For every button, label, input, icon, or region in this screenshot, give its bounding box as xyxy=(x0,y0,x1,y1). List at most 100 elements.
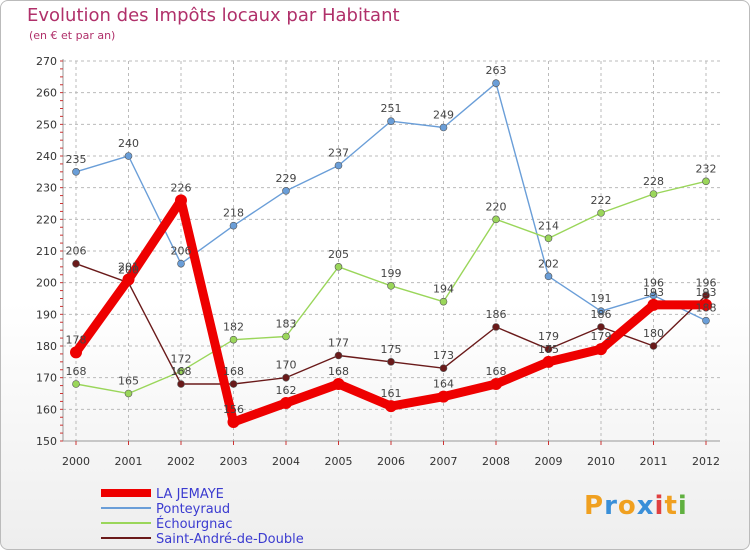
data-label-3: 173 xyxy=(433,349,454,362)
data-label-0: 162 xyxy=(276,384,297,397)
legend: LA JEMAYEPonteyraudÉchourgnacSaint-André… xyxy=(101,487,304,547)
data-label-1: 188 xyxy=(696,302,717,315)
data-point-1 xyxy=(282,187,290,195)
data-label-2: 172 xyxy=(171,352,192,365)
data-point-1 xyxy=(334,161,343,170)
data-label-2: 232 xyxy=(696,162,717,175)
data-label-0: 156 xyxy=(223,403,244,416)
data-point-0 xyxy=(595,343,607,356)
y-tick-label: 180 xyxy=(36,340,57,353)
data-label-2: 228 xyxy=(643,175,664,188)
data-label-2: 222 xyxy=(591,194,612,207)
data-label-1: 263 xyxy=(486,64,507,77)
data-label-1: 235 xyxy=(66,153,87,166)
x-tick-label: 2006 xyxy=(377,455,405,468)
chart-subtitle: (en € et par an) xyxy=(29,29,116,42)
y-tick-label: 230 xyxy=(36,182,57,195)
data-point-3 xyxy=(649,342,658,350)
data-point-3 xyxy=(492,323,500,331)
data-label-3: 186 xyxy=(591,308,612,321)
series-layer xyxy=(70,79,712,428)
data-label-1: 196 xyxy=(643,276,664,289)
data-point-2 xyxy=(229,335,238,344)
data-point-3 xyxy=(177,380,185,388)
data-label-0: 179 xyxy=(591,330,612,343)
data-point-3 xyxy=(597,323,605,331)
data-label-3: 177 xyxy=(328,337,349,350)
data-point-0 xyxy=(647,298,660,311)
data-label-3: 175 xyxy=(381,343,402,356)
data-label-2: 220 xyxy=(486,200,507,213)
y-tick-label: 270 xyxy=(36,55,57,68)
data-point-3 xyxy=(544,345,553,353)
data-label-2: 199 xyxy=(381,267,402,280)
data-point-0 xyxy=(227,416,240,428)
y-tick-label: 260 xyxy=(36,87,57,100)
x-tick-label: 2002 xyxy=(167,455,195,468)
x-tick-label: 2005 xyxy=(325,455,353,468)
y-tick-label: 250 xyxy=(36,118,57,131)
y-tick-label: 210 xyxy=(36,245,57,258)
data-point-3 xyxy=(334,351,343,360)
proxiti-logo: Proxiti xyxy=(584,491,688,521)
data-point-1 xyxy=(597,307,605,315)
data-point-1 xyxy=(702,316,710,325)
data-point-2 xyxy=(597,209,605,217)
axis-layer: 150 160 170 180 190 200 210 220 230 240 250 260 270 2… xyxy=(36,55,720,468)
data-label-0: 164 xyxy=(433,378,454,391)
data-point-3 xyxy=(282,373,290,382)
data-label-2: 214 xyxy=(538,219,559,232)
data-point-1 xyxy=(492,79,500,87)
data-point-0 xyxy=(437,390,450,403)
data-label-1: 229 xyxy=(276,172,297,185)
x-tick-label: 2001 xyxy=(115,455,143,468)
data-label-0: 168 xyxy=(486,365,507,378)
data-label-0: 226 xyxy=(171,181,192,194)
data-point-2 xyxy=(649,190,658,198)
data-point-1 xyxy=(229,221,238,230)
data-label-3: 168 xyxy=(171,365,192,378)
x-tick-label: 2003 xyxy=(220,455,248,468)
data-point-1 xyxy=(177,259,185,268)
data-label-1: 202 xyxy=(538,257,559,270)
y-tick-label: 200 xyxy=(36,277,57,290)
legend-label-1: Ponteyraud xyxy=(156,502,230,517)
data-point-0 xyxy=(70,346,82,359)
data-point-0 xyxy=(175,194,187,207)
data-label-3: 168 xyxy=(223,365,244,378)
data-label-0: 193 xyxy=(696,286,717,299)
data-point-0 xyxy=(385,400,397,413)
data-point-1 xyxy=(72,168,80,176)
x-tick-label: 2010 xyxy=(587,455,615,468)
chart-title: Evolution des Impôts locaux par Habitant xyxy=(27,5,400,26)
data-label-0: 175 xyxy=(538,343,559,356)
y-tick-label: 220 xyxy=(36,213,57,226)
data-point-3 xyxy=(72,259,80,268)
data-point-0 xyxy=(700,298,712,311)
data-label-3: 206 xyxy=(66,245,87,258)
data-label-3: 200 xyxy=(118,264,139,277)
x-tick-label: 2011 xyxy=(640,455,668,468)
data-point-0 xyxy=(280,397,292,409)
x-tick-label: 2009 xyxy=(535,455,563,468)
data-label-1: 206 xyxy=(171,245,192,258)
data-label-1: 251 xyxy=(381,102,402,115)
data-label-2: 183 xyxy=(276,318,297,331)
data-label-3: 179 xyxy=(538,330,559,343)
data-label-1: 218 xyxy=(223,207,244,220)
data-label-2: 165 xyxy=(118,375,139,388)
data-point-1 xyxy=(124,152,133,160)
legend-label-3: Saint-André-de-Double xyxy=(156,532,304,547)
data-label-2: 168 xyxy=(66,365,87,378)
data-label-0: 168 xyxy=(328,365,349,378)
y-tick-label: 160 xyxy=(36,403,57,416)
data-point-0 xyxy=(490,378,502,390)
data-label-1: 191 xyxy=(591,292,612,305)
data-label-1: 240 xyxy=(118,137,139,150)
data-label-2: 194 xyxy=(433,283,454,296)
data-label-layer: 235 240 206 218 229 237 251 249 263 202 191 196 188 1… xyxy=(66,64,717,416)
data-point-0 xyxy=(542,355,555,368)
data-label-3: 196 xyxy=(696,276,717,289)
